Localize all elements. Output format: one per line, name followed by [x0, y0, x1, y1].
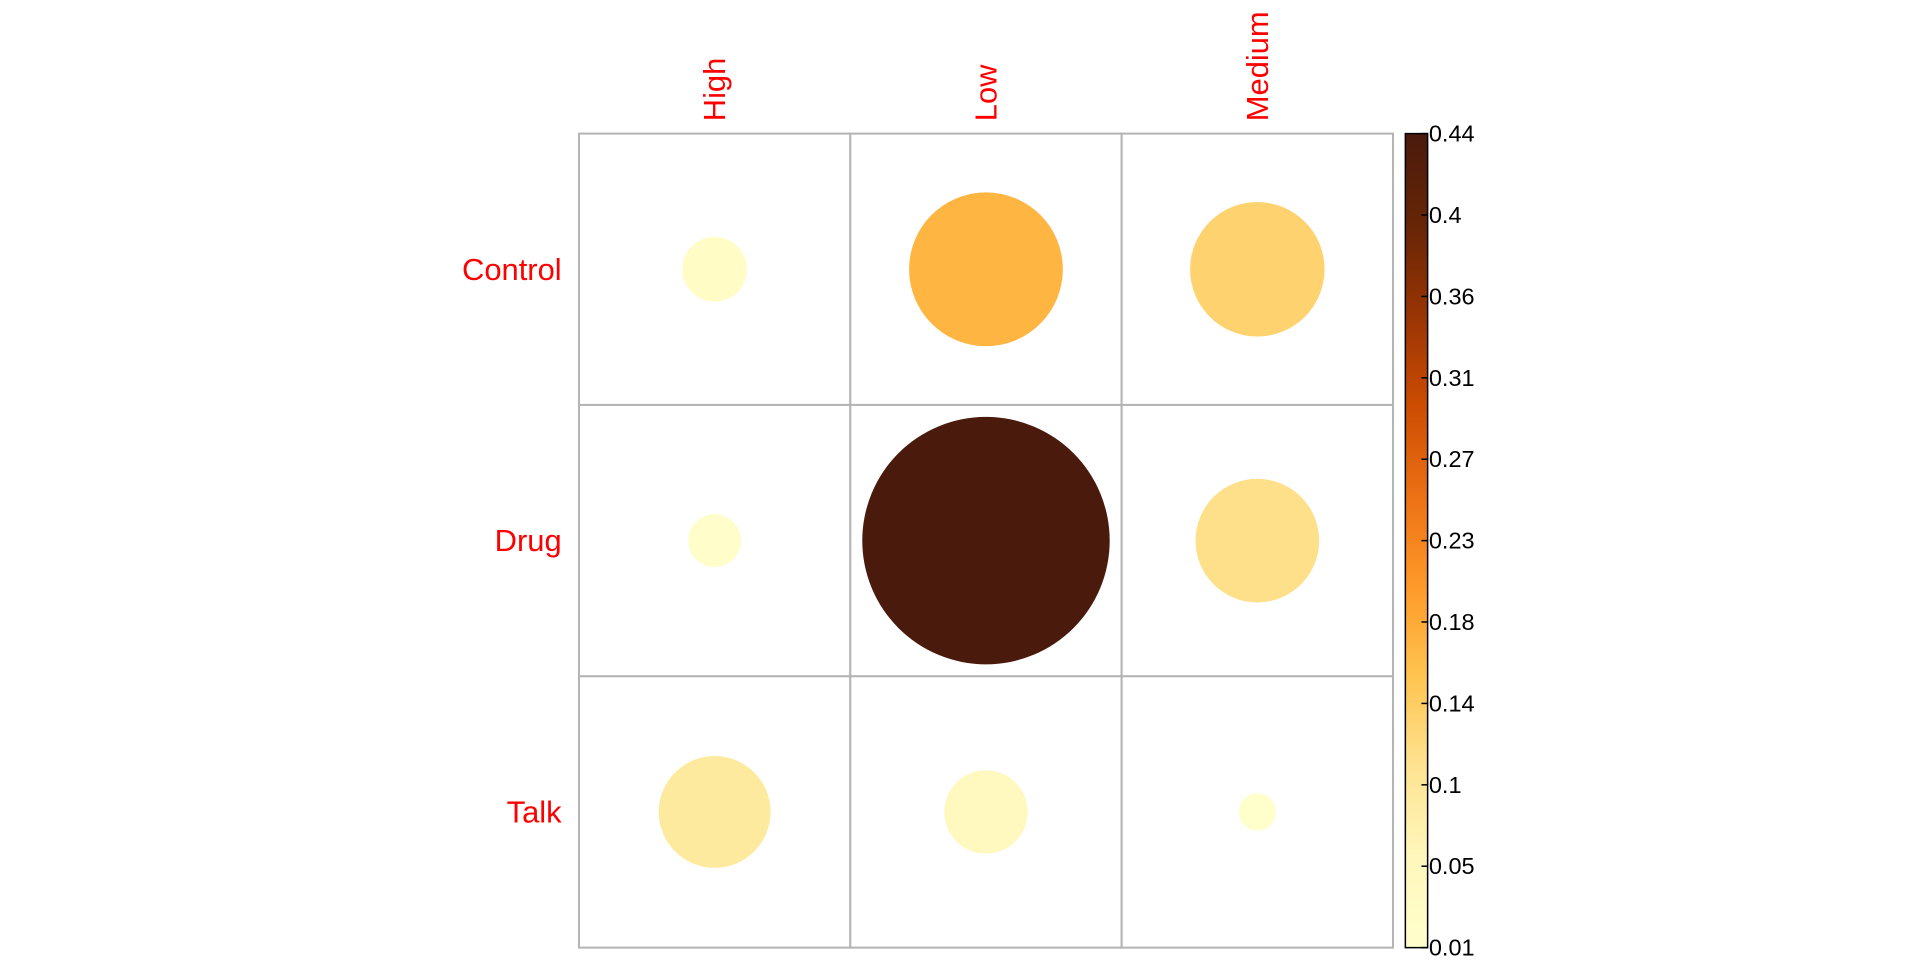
colorbar-tick-label: 0.36	[1429, 283, 1475, 309]
circle-control-medium	[1190, 202, 1325, 337]
row-labels: Control Drug Talk	[462, 252, 562, 830]
row-label-drug: Drug	[495, 523, 562, 558]
circle-talk-high	[658, 756, 771, 868]
color-legend: 0.44 0.4 0.36 0.31 0.27 0.23 0.18 0.14 0.1 0.05 0.…	[1404, 121, 1475, 961]
circle-talk-medium	[1238, 793, 1276, 831]
circle-drug-medium	[1195, 478, 1320, 603]
circle-markers	[658, 192, 1325, 868]
colorbar-tick-label: 0.18	[1429, 609, 1475, 635]
column-labels: High Low Medium	[697, 11, 1275, 121]
circle-talk-low	[944, 770, 1028, 854]
colorbar-tick-label: 0.23	[1429, 528, 1475, 554]
row-label-talk: Talk	[507, 794, 563, 829]
circle-control-high	[682, 236, 747, 302]
column-label-medium: Medium	[1240, 11, 1275, 121]
circle-control-low	[909, 192, 1063, 347]
column-label-low: Low	[968, 64, 1003, 121]
colorbar-tick-label: 0.05	[1429, 853, 1475, 879]
column-label-high: High	[697, 58, 732, 122]
colorbar-tick-label: 0.1	[1429, 772, 1462, 798]
row-label-control: Control	[462, 252, 562, 287]
cell-grid	[577, 132, 1394, 949]
circle-drug-low	[862, 416, 1110, 665]
colorbar-tick-label: 0.44	[1429, 121, 1475, 147]
colorbar-tick-label: 0.27	[1429, 446, 1475, 472]
colorbar-tick-label: 0.14	[1429, 690, 1475, 716]
circle-drug-high	[688, 514, 742, 567]
colorbar-tick-label: 0.01	[1429, 935, 1475, 960]
colorbar-tick-label: 0.4	[1429, 202, 1462, 228]
colorbar-tick-label: 0.31	[1429, 365, 1475, 391]
